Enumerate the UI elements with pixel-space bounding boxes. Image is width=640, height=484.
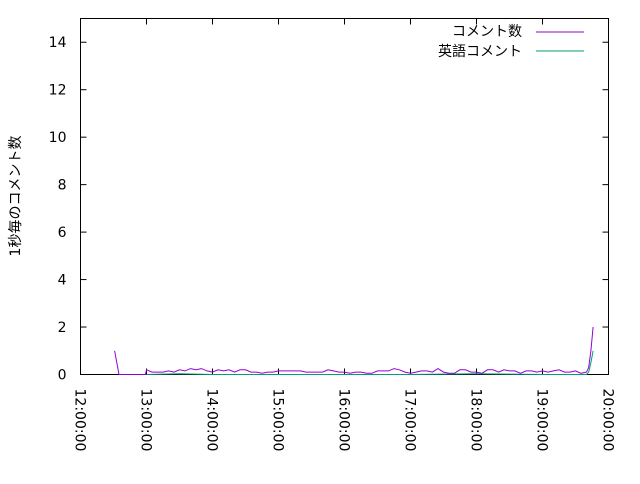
y-axis: 0 2 4 6 8 10 12 14 <box>49 35 609 384</box>
y-tick-label: 8 <box>58 178 67 194</box>
y-tick-label: 4 <box>58 273 67 289</box>
y-axis-label: 1秒毎のコメント数 <box>8 136 24 257</box>
y-tick-label: 2 <box>58 320 67 336</box>
legend-label-0: コメント数 <box>452 24 522 40</box>
series-line-1 <box>146 350 594 375</box>
y-tick-label: 12 <box>49 83 67 99</box>
x-tick-label: 16:00:00 <box>336 389 352 452</box>
series-line-0 <box>114 326 594 375</box>
x-tick-label: 15:00:00 <box>270 389 286 452</box>
x-tick-label: 20:00:00 <box>600 389 616 452</box>
y-tick-label: 14 <box>49 35 67 51</box>
x-tick-label: 19:00:00 <box>534 389 550 452</box>
x-tick-label: 17:00:00 <box>402 389 418 452</box>
y-tick-label: 6 <box>58 225 67 241</box>
series-lines <box>114 326 594 375</box>
legend-label-1: 英語コメント <box>438 43 522 60</box>
y-tick-label: 10 <box>49 130 67 146</box>
x-tick-label: 18:00:00 <box>468 389 484 452</box>
y-tick-label: 0 <box>58 368 67 384</box>
x-tick-label: 12:00:00 <box>72 389 88 452</box>
plot-border <box>80 18 609 375</box>
x-tick-label: 14:00:00 <box>204 389 220 452</box>
legend: コメント数 英語コメント <box>438 24 584 60</box>
x-tick-label: 13:00:00 <box>138 389 154 452</box>
x-axis: 12:00:00 13:00:00 14:00:00 15:00:00 16:00:00… <box>72 18 616 452</box>
